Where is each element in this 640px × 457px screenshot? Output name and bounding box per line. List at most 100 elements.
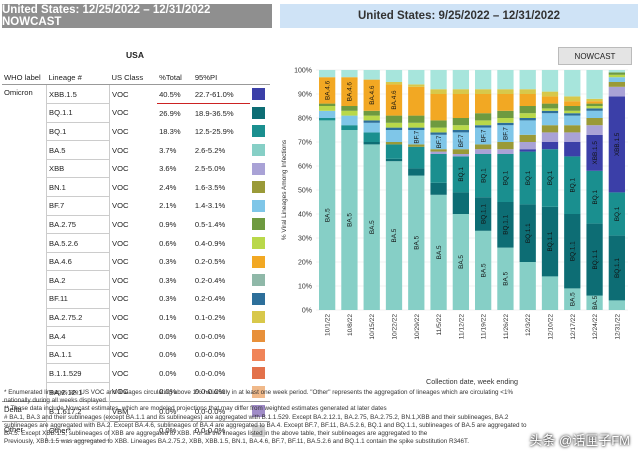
prediction-interval: 12.5-25.9% — [194, 126, 234, 136]
us-class: VOC — [112, 182, 129, 192]
prediction-interval: 0.0-0.0% — [192, 420, 250, 441]
x-tick-label: 10/22/22 — [392, 314, 399, 340]
bar-segment — [475, 94, 492, 114]
prediction-interval: 0.0-0.0% — [194, 350, 226, 360]
y-tick-label: 40% — [298, 212, 312, 219]
us-class — [109, 420, 158, 441]
bar-segment-label: BA.5 — [413, 235, 420, 249]
who-label — [2, 252, 47, 271]
bar-segment — [430, 151, 447, 154]
table-row: B.1.1.529 VOC 0.0% 0.0-0.0% — [2, 363, 270, 383]
lineage-name: BQ.1.1 — [46, 103, 110, 123]
bar-segment — [497, 118, 514, 123]
who-label: Delta — [2, 401, 47, 422]
lineage-name: BA.4 — [46, 326, 110, 346]
bar-segment — [385, 127, 403, 130]
lineage-stacked-bar-chart: 0% 10% 20% 30% 40% 50% 60% 70% 80% 90% 100% % Viral… — [281, 68, 628, 386]
bar-segment-label: BA.4.6 — [324, 80, 331, 100]
bar-segment — [408, 144, 425, 147]
table-row: Delta B.1.617.2 VBM 0.0% 0.0-0.0% — [2, 401, 270, 422]
footnote-line: nationally during all weeks displayed. — [4, 397, 108, 405]
x-tick-label: 11/5/22 — [436, 314, 443, 336]
table-row: BQ.1 VOC 18.3% 12.5-25.9% — [2, 121, 270, 142]
footnote-line: * Enumerated lineages are US VOC and lin… — [4, 389, 514, 396]
col-class: US Class — [109, 70, 158, 85]
nowcast-tab[interactable]: NOWCAST — [558, 47, 632, 65]
bar-segment — [430, 127, 447, 133]
lineage-name: BA.2 — [46, 270, 110, 291]
color-swatch-cell — [250, 178, 270, 197]
us-class: VOC — [112, 164, 129, 174]
color-swatch — [252, 106, 265, 119]
color-swatch — [252, 405, 265, 418]
bar-segment — [452, 214, 469, 310]
percent-total: 0.3% — [159, 294, 177, 304]
prediction-interval: 0.2-0.4% — [194, 275, 226, 285]
bar-segment-label: BQ.1.1 — [547, 231, 554, 251]
who-label — [2, 159, 47, 178]
us-class: VOC — [112, 387, 129, 397]
bar-segment — [385, 122, 403, 128]
color-swatch — [252, 274, 265, 287]
x-tick-label: 11/19/22 — [481, 314, 488, 340]
y-tick-label: 0% — [302, 308, 312, 315]
table-row: BN.1 VOC 2.4% 1.6-3.5% — [2, 177, 270, 198]
bar-segment — [408, 168, 425, 176]
bar-segment — [452, 132, 469, 150]
y-tick-label: 70% — [298, 140, 312, 147]
bar-segment-label: BA.4.6 — [347, 82, 354, 102]
bar-segment — [608, 300, 625, 310]
color-swatch — [252, 367, 265, 380]
percent-total: 0.0% — [159, 368, 177, 378]
x-tick-label: 10/29/22 — [414, 314, 421, 340]
color-swatch — [252, 237, 265, 250]
us-class: VOC — [112, 126, 129, 136]
bar-segment-label: XBB.1.5 — [614, 132, 621, 156]
lineage-table: WHO label Lineage # US Class %Total 95%P… — [2, 70, 270, 441]
percent-total: 2.4% — [159, 182, 177, 192]
us-class: VOC — [112, 312, 129, 322]
lineage-name: XBB.1.5 — [46, 83, 110, 105]
bar-segment-label: BF.7 — [413, 130, 420, 143]
bar-segment-label: BA.5 — [324, 208, 331, 222]
bar-segment — [586, 70, 603, 99]
bar-segment — [497, 125, 514, 142]
table-row: BA.4 VOC 0.0% 0.0-0.0% — [2, 326, 270, 346]
bar-segment — [363, 70, 380, 80]
bar-segment — [497, 122, 514, 126]
us-class: VOC — [112, 331, 129, 341]
history-title-banner: United States: 9/25/2022 – 12/31/2022 — [280, 4, 638, 28]
lineage-name: BA.4.6 — [46, 251, 110, 272]
bar-segment — [385, 130, 403, 142]
y-tick-label: 80% — [298, 116, 312, 123]
bar-segment — [408, 127, 425, 130]
bar-segment-label: BQ.1 — [525, 170, 532, 185]
bar-segment — [564, 214, 581, 289]
history-title: United States: 9/25/2022 – 12/31/2022 — [357, 10, 560, 22]
prediction-interval: 0.2-0.5% — [194, 257, 226, 267]
bar-segment — [385, 144, 403, 159]
bar-segment — [475, 125, 492, 128]
bar-segment-label: BQ.1.1 — [592, 249, 599, 269]
col-lineage: Lineage # — [46, 70, 110, 85]
bar-segment-label: BQ.1.1 — [503, 214, 510, 234]
bar-segment-label: BA.4.6 — [391, 90, 398, 110]
footnote-line: BA.5. Except XBB.1.5, sublineages of XBB… — [4, 430, 428, 438]
bar-segment — [341, 77, 358, 106]
bar-segment — [341, 130, 358, 310]
percent-total: 3.6% — [159, 164, 177, 174]
bar-segment — [408, 122, 425, 128]
bar-segment — [363, 110, 380, 116]
bar-segment — [497, 154, 514, 202]
bar-segment — [430, 94, 447, 121]
x-tick-label: 12/10/22 — [548, 314, 555, 340]
bar-segment-label: BQ.1.1 — [480, 204, 487, 224]
percent-total: 0.3% — [159, 275, 177, 285]
bar-segment — [519, 204, 536, 262]
percent-total: 40.5% — [157, 84, 193, 105]
bar-segment-label: BQ.1.1 — [614, 258, 621, 278]
y-tick-label: 60% — [298, 164, 312, 171]
bar-segment-label: BF.7 — [480, 129, 487, 142]
bar-segment-label: BQ.1 — [458, 167, 465, 182]
color-swatch-cell — [250, 215, 270, 234]
